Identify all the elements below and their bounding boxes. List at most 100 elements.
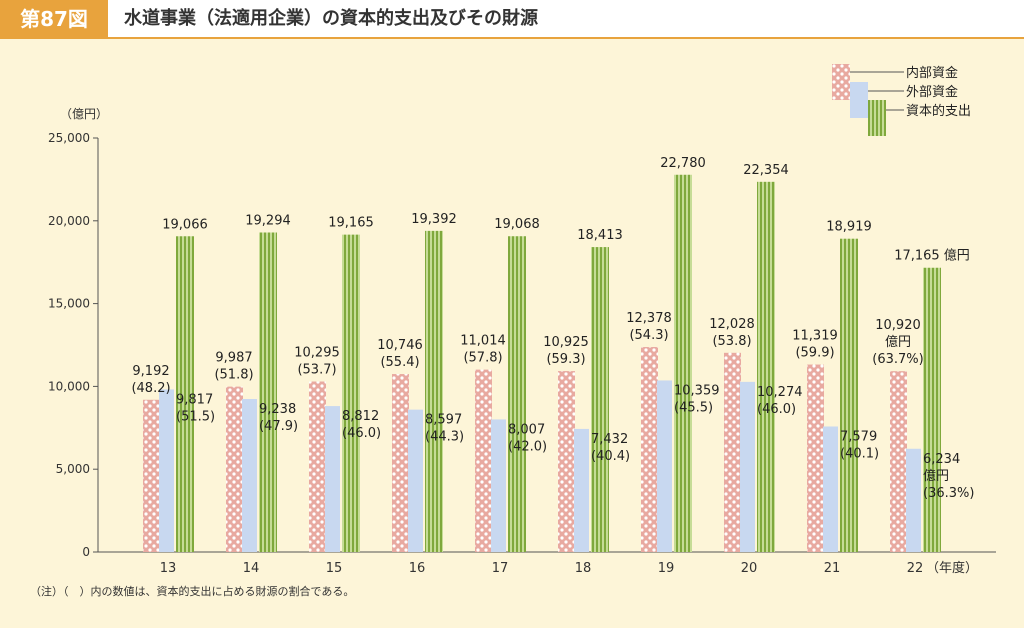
bar-external xyxy=(491,419,506,552)
capex-data-label: 18,413 xyxy=(577,228,623,243)
external-data-label: (46.0) xyxy=(757,402,796,417)
y-tick-label: 25,000 xyxy=(48,131,90,145)
bar-external xyxy=(159,389,174,552)
internal-data-label: (63.7%) xyxy=(872,352,923,367)
legend-swatch-capex xyxy=(868,100,886,136)
bar-capex xyxy=(259,232,277,552)
capex-data-label: 19,294 xyxy=(245,213,291,228)
y-tick-label: 15,000 xyxy=(48,297,90,311)
internal-data-label: 9,192 xyxy=(132,364,169,379)
capex-data-label: 19,068 xyxy=(494,217,540,232)
capex-data-label: 22,354 xyxy=(743,163,789,178)
y-tick-label: 20,000 xyxy=(48,214,90,228)
internal-data-label: (59.9) xyxy=(795,346,834,361)
external-data-label: (45.5) xyxy=(674,400,713,415)
bar-external xyxy=(242,399,257,552)
bar-capex xyxy=(591,247,609,552)
bar-internal xyxy=(309,381,326,552)
bar-capex xyxy=(508,236,526,552)
bar-internal xyxy=(392,374,409,552)
capex-data-label: 18,919 xyxy=(826,220,872,235)
bar-internal xyxy=(558,371,575,552)
internal-data-label: 億円 xyxy=(885,334,911,350)
internal-data-label: (53.8) xyxy=(712,334,751,349)
internal-data-label: 12,378 xyxy=(626,311,672,326)
bar-internal xyxy=(143,399,160,552)
y-tick-label: 10,000 xyxy=(48,379,90,393)
x-tick-label: 17 xyxy=(492,561,509,576)
y-tick-label: 0 xyxy=(82,545,90,559)
bar-capex xyxy=(176,236,194,553)
bar-capex xyxy=(674,174,692,553)
external-data-label: 9,817 xyxy=(176,392,213,407)
external-data-label: (36.3%) xyxy=(923,486,974,501)
capex-data-label: 22,780 xyxy=(660,156,706,171)
x-axis-label: （年度） xyxy=(926,560,978,576)
internal-data-label: 11,014 xyxy=(460,334,506,349)
internal-data-label: 11,319 xyxy=(792,329,838,344)
internal-data-label: (51.8) xyxy=(214,368,253,383)
x-tick-label: 19 xyxy=(658,561,675,576)
y-axis-label: （億円） xyxy=(60,107,108,121)
internal-data-label: (48.2) xyxy=(131,381,170,396)
x-tick-label: 14 xyxy=(243,561,260,576)
legend-swatch-internal xyxy=(832,64,850,100)
legend-swatch-external xyxy=(850,82,868,118)
external-data-label: (46.0) xyxy=(342,426,381,441)
legend-label-capex: 資本的支出 xyxy=(906,103,971,119)
x-tick-label: 18 xyxy=(575,561,592,576)
external-data-label: 7,432 xyxy=(591,432,628,447)
bar-internal xyxy=(475,369,492,552)
internal-data-label: 10,295 xyxy=(294,346,340,361)
bar-capex xyxy=(840,238,858,552)
external-data-label: (44.3) xyxy=(425,430,464,445)
external-data-label: (40.1) xyxy=(840,446,879,461)
bar-external xyxy=(657,380,672,552)
header-rule xyxy=(0,37,1024,39)
legend-label-internal: 内部資金 xyxy=(906,65,958,81)
figure-title: 水道事業（法適用企業）の資本的支出及びその財源 xyxy=(124,8,538,29)
figure-number-badge: 第87図 xyxy=(0,0,108,38)
capex-data-label: 19,066 xyxy=(162,217,208,232)
bar-external xyxy=(823,426,838,552)
external-data-label: 8,812 xyxy=(342,409,379,424)
external-data-label: 6,234 xyxy=(923,452,960,467)
external-data-label: (40.4) xyxy=(591,449,630,464)
bar-external xyxy=(408,409,423,552)
internal-data-label: (54.3) xyxy=(629,328,668,343)
x-tick-label: 13 xyxy=(160,561,177,576)
bar-internal xyxy=(724,352,741,552)
capex-data-label: 17,165 億円 xyxy=(894,248,970,264)
bar-internal xyxy=(807,364,824,552)
bar-internal xyxy=(890,371,907,552)
internal-data-label: 12,028 xyxy=(709,317,755,332)
internal-data-label: (57.8) xyxy=(463,351,502,366)
bar-capex xyxy=(425,230,443,553)
external-data-label: (51.5) xyxy=(176,409,215,424)
internal-data-label: 10,920 xyxy=(875,318,921,333)
x-tick-label: 20 xyxy=(741,561,758,576)
internal-data-label: (55.4) xyxy=(380,355,419,370)
bar-capex xyxy=(342,234,360,552)
internal-data-label: (59.3) xyxy=(546,352,585,367)
capex-data-label: 19,392 xyxy=(411,212,457,227)
internal-data-label: 10,925 xyxy=(543,335,589,350)
external-data-label: (47.9) xyxy=(259,419,298,434)
external-data-label: 8,007 xyxy=(508,422,545,437)
external-data-label: 7,579 xyxy=(840,429,877,444)
bar-internal xyxy=(226,386,243,552)
x-tick-label: 21 xyxy=(824,561,841,576)
y-tick-label: 5,000 xyxy=(56,462,90,476)
capex-data-label: 19,165 xyxy=(328,216,374,231)
bar-external xyxy=(574,428,589,552)
bar-external xyxy=(740,381,755,552)
external-data-label: 億円 xyxy=(923,468,949,484)
external-data-label: 8,597 xyxy=(425,413,462,428)
bar-internal xyxy=(641,347,658,552)
bar-capex xyxy=(757,181,775,553)
external-data-label: (42.0) xyxy=(508,439,547,454)
x-tick-label: 16 xyxy=(409,561,426,576)
external-data-label: 9,238 xyxy=(259,402,296,417)
header-bar xyxy=(0,0,1024,38)
